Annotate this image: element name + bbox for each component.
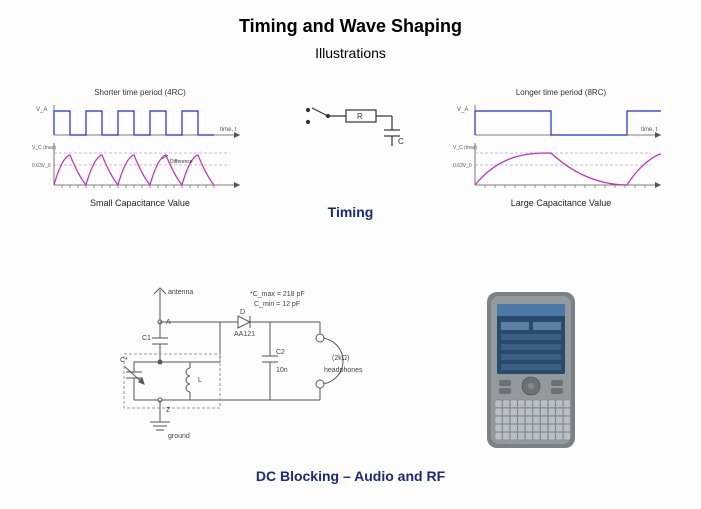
c-label: C <box>398 137 404 146</box>
cstar-label: C* <box>120 357 128 364</box>
square-wave-long <box>475 111 661 135</box>
node-z: Z <box>166 407 171 414</box>
cmax: *C_max = 218 pF <box>250 291 305 298</box>
c1-label: C1 <box>142 335 151 342</box>
square-wave-short <box>54 111 214 135</box>
ylabel-063-long: 0.63V_0 <box>453 163 472 169</box>
chart-short-title: Shorter time period (4RC) <box>30 88 250 97</box>
c2-val: 10n <box>276 367 288 374</box>
chart-long-svg: time, t V_A V_C (max) 0.63V_0 <box>451 99 671 189</box>
ylabel-va-short: V_A <box>36 107 47 113</box>
ylabel-vcmax-long: V_C (max) <box>453 145 477 151</box>
ground-label: ground <box>168 433 190 440</box>
hp-label: headphones <box>324 367 363 374</box>
rc-circuit: R C <box>298 92 408 152</box>
chart-short-svg: time, t V_A <box>30 99 250 189</box>
chart-short-period: Shorter time period (4RC) time, t V_A <box>30 88 250 198</box>
page-title: Timing and Wave Shaping <box>0 0 701 37</box>
pda-device <box>481 290 581 450</box>
chart-long-period: Longer time period (8RC) time, t V_A <box>451 88 671 198</box>
difference-label: Difference <box>170 159 193 165</box>
r-label: R <box>357 112 363 121</box>
radio-circuit: antenna A C1 C* L D AA121 C2 10n Z groun… <box>120 282 380 452</box>
page-subtitle: Illustrations <box>0 45 701 61</box>
x-label-top: time, t <box>220 127 237 133</box>
hp-impedance: (2kΩ) <box>332 355 349 362</box>
d-label: D <box>240 309 245 316</box>
ylabel-063-short: 0.63V_0 <box>32 163 51 169</box>
dcblock-section-label: DC Blocking – Audio and RF <box>0 468 701 484</box>
chart-long-title: Longer time period (8RC) <box>451 88 671 97</box>
l-label: L <box>198 377 202 384</box>
d-part: AA121 <box>234 331 255 338</box>
x-label-top-r: time, t <box>641 127 658 133</box>
cmin: C_min = 12 pF <box>254 301 300 308</box>
node-a: A <box>166 319 171 326</box>
c2-label: C2 <box>276 349 285 356</box>
timing-section-label: Timing <box>0 204 701 220</box>
antenna-label: antenna <box>168 289 193 296</box>
dcblocking-row: antenna A C1 C* L D AA121 C2 10n Z groun… <box>120 282 611 462</box>
rc-curve-long <box>475 153 661 185</box>
ylabel-va-long: V_A <box>457 107 468 113</box>
ylabel-vcmax-short: V_C (max) <box>32 145 56 151</box>
